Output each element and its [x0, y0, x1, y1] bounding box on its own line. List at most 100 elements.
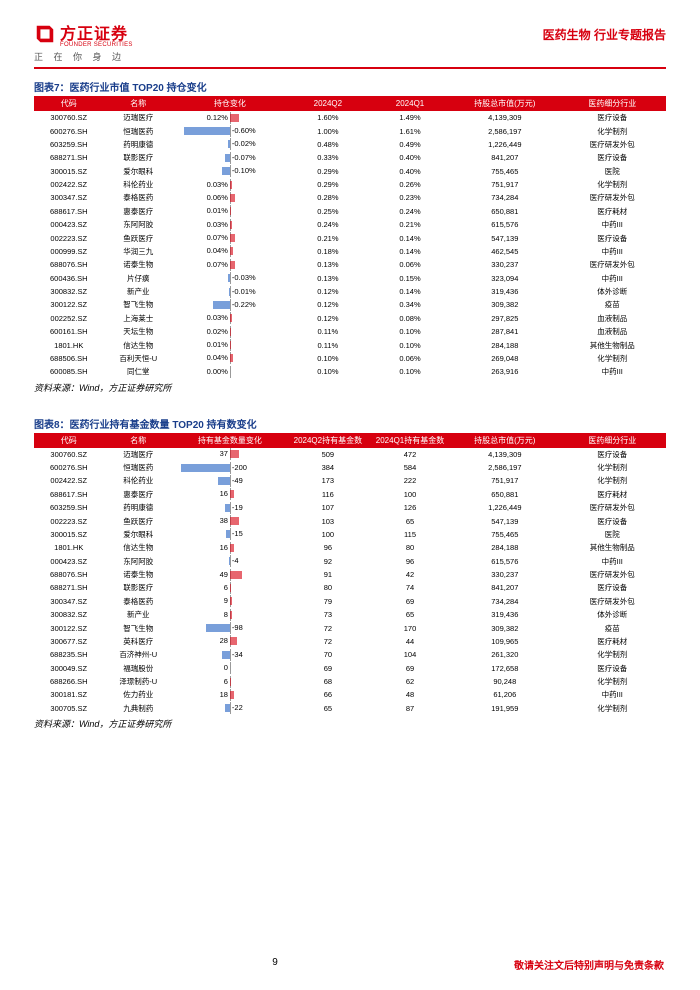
cell-q1: 0.40%: [369, 151, 451, 164]
cell-change-bar: -0.02%: [173, 138, 287, 151]
cell-name: 智飞生物: [104, 298, 174, 311]
cell-name: 泰格医药: [104, 191, 174, 204]
cell-name: 东阿阿胶: [104, 218, 174, 231]
cell-code: 300181.SZ: [34, 688, 104, 701]
cell-q1: 0.06%: [369, 352, 451, 365]
table-row: 688617.SH惠泰医疗16116100650,881医疗耗材: [34, 488, 666, 501]
cell-name: 鱼跃医疗: [104, 231, 174, 244]
cell-name: 东阿阿胶: [104, 555, 174, 568]
cell-q1: 104: [369, 648, 451, 661]
cell-q2: 173: [287, 474, 369, 487]
cell-industry: 中药III: [559, 245, 666, 258]
cell-industry: 医疗设备: [559, 662, 666, 675]
cell-q2: 72: [287, 635, 369, 648]
cell-industry: 医疗设备: [559, 581, 666, 594]
cell-code: 1801.HK: [34, 338, 104, 351]
cell-q2: 0.11%: [287, 325, 369, 338]
cell-q1: 0.14%: [369, 231, 451, 244]
table-row: 002422.SZ科伦药业-49173222751,917化学制剂: [34, 474, 666, 487]
cell-market-value: 309,382: [451, 621, 558, 634]
cell-code: 688506.SH: [34, 352, 104, 365]
cell-name: 迈瑞医疗: [104, 111, 174, 124]
table-row: 000423.SZ东阿阿胶0.03%0.24%0.21%615,576中药III: [34, 218, 666, 231]
table-row: 300015.SZ爱尔眼科-15100115755,465医院: [34, 528, 666, 541]
cell-q2: 0.24%: [287, 218, 369, 231]
cell-change-bar: -98: [173, 621, 287, 634]
cell-industry: 医疗设备: [559, 514, 666, 527]
cell-code: 688617.SH: [34, 205, 104, 218]
cell-name: 九典制药: [104, 702, 174, 715]
cell-code: 300760.SZ: [34, 448, 104, 461]
cell-q2: 96: [287, 541, 369, 554]
cell-code: 603259.SH: [34, 501, 104, 514]
cell-industry: 化学制剂: [559, 702, 666, 715]
cell-market-value: 615,576: [451, 218, 558, 231]
cell-change-bar: -22: [173, 702, 287, 715]
cell-code: 600161.SH: [34, 325, 104, 338]
cell-name: 联影医疗: [104, 581, 174, 594]
cell-q1: 115: [369, 528, 451, 541]
chart7-source: 资料来源：Wind，方正证券研究所: [34, 381, 666, 394]
cell-change-bar: 6: [173, 581, 287, 594]
cell-change-bar: 16: [173, 488, 287, 501]
column-header: 2024Q2持有基金数: [287, 433, 369, 448]
cell-q1: 0.10%: [369, 338, 451, 351]
cell-q1: 0.08%: [369, 312, 451, 325]
cell-change-bar: 16: [173, 541, 287, 554]
chart8-table: 代码名称持有基金数量变化2024Q2持有基金数2024Q1持有基金数持股总市值(…: [34, 433, 666, 716]
cell-code: 300677.SZ: [34, 635, 104, 648]
cell-industry: 化学制剂: [559, 474, 666, 487]
cell-q1: 170: [369, 621, 451, 634]
cell-name: 智飞生物: [104, 621, 174, 634]
cell-q1: 1.49%: [369, 111, 451, 124]
cell-q2: 384: [287, 461, 369, 474]
cell-market-value: 61,206: [451, 688, 558, 701]
column-header: 2024Q2: [287, 96, 369, 111]
cell-name: 福瑞股份: [104, 662, 174, 675]
cell-change-bar: 0.12%: [173, 111, 287, 124]
cell-q1: 0.40%: [369, 165, 451, 178]
cell-change-bar: 0.04%: [173, 245, 287, 258]
cell-market-value: 462,545: [451, 245, 558, 258]
cell-market-value: 755,465: [451, 165, 558, 178]
table-row: 002223.SZ鱼跃医疗0.07%0.21%0.14%547,139医疗设备: [34, 231, 666, 244]
cell-change-bar: 0.03%: [173, 218, 287, 231]
cell-name: 科伦药业: [104, 474, 174, 487]
cell-name: 英科医疗: [104, 635, 174, 648]
cell-q1: 69: [369, 595, 451, 608]
cell-q1: 80: [369, 541, 451, 554]
cell-q1: 74: [369, 581, 451, 594]
page-footer: 9 敬请关注文后特别声明与免责条款: [0, 957, 700, 972]
table-row: 688271.SH联影医疗68074841,207医疗设备: [34, 581, 666, 594]
cell-industry: 中药III: [559, 688, 666, 701]
chart8-source: 资料来源：Wind，方正证券研究所: [34, 717, 666, 730]
cell-market-value: 2,586,197: [451, 461, 558, 474]
cell-q2: 80: [287, 581, 369, 594]
cell-change-bar: -34: [173, 648, 287, 661]
cell-q2: 0.10%: [287, 352, 369, 365]
cell-name: 信达生物: [104, 541, 174, 554]
cell-market-value: 261,320: [451, 648, 558, 661]
cell-q2: 0.11%: [287, 338, 369, 351]
cell-market-value: 90,248: [451, 675, 558, 688]
cell-q1: 0.10%: [369, 325, 451, 338]
cell-q1: 0.14%: [369, 245, 451, 258]
cell-code: 300705.SZ: [34, 702, 104, 715]
cell-q1: 0.14%: [369, 285, 451, 298]
cell-market-value: 172,658: [451, 662, 558, 675]
table-row: 600276.SH恒瑞医药-0.60%1.00%1.61%2,586,197化学…: [34, 124, 666, 137]
cell-code: 002223.SZ: [34, 231, 104, 244]
cell-q2: 0.33%: [287, 151, 369, 164]
cell-change-bar: 0: [173, 662, 287, 675]
cell-market-value: 284,188: [451, 541, 558, 554]
table-row: 300677.SZ英科医疗287244109,965医疗耗材: [34, 635, 666, 648]
cell-change-bar: 49: [173, 568, 287, 581]
cell-q1: 222: [369, 474, 451, 487]
cell-change-bar: 28: [173, 635, 287, 648]
table-row: 600276.SH恒瑞医药-2003845842,586,197化学制剂: [34, 461, 666, 474]
cell-code: 688271.SH: [34, 151, 104, 164]
cell-industry: 医疗研发外包: [559, 595, 666, 608]
cell-industry: 医疗耗材: [559, 205, 666, 218]
table-row: 002252.SZ上海莱士0.03%0.12%0.08%297,825血液制品: [34, 312, 666, 325]
column-header: 名称: [104, 433, 174, 448]
